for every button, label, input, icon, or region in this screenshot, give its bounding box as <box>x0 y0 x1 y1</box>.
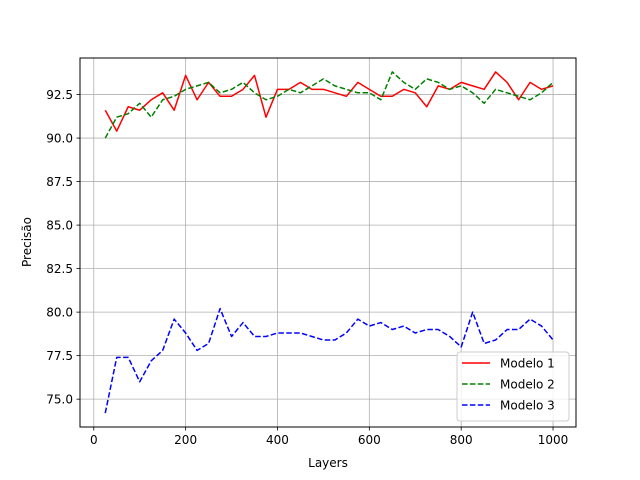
x-tick-label: 800 <box>450 433 473 447</box>
x-tick-label: 400 <box>266 433 289 447</box>
y-tick-label: 80.0 <box>46 305 73 319</box>
legend: Modelo 1 Modelo 2 Modelo 3 <box>456 351 570 422</box>
y-tick-label: 87.5 <box>46 175 73 189</box>
y-tick-label: 90.0 <box>46 131 73 145</box>
plot-area-frame <box>79 57 577 428</box>
x-tick-label: 600 <box>358 433 381 447</box>
y-tick-label: 77.5 <box>46 349 73 363</box>
y-tick-label: 82.5 <box>46 262 73 276</box>
y-axis-label: Precisão <box>20 217 34 267</box>
x-axis-label: Layers <box>308 456 348 470</box>
series-line-2 <box>104 71 554 139</box>
legend-label-2: Modelo 2 <box>500 377 555 391</box>
legend-label-3: Modelo 3 <box>500 398 555 412</box>
y-tick-label: 85.0 <box>46 218 73 232</box>
series-line-3 <box>104 307 554 414</box>
grid <box>80 58 576 427</box>
y-tick-label: 75.0 <box>46 392 73 406</box>
legend-label-1: Modelo 1 <box>500 356 555 370</box>
x-tick-label: 1000 <box>538 433 569 447</box>
x-tick-label: 200 <box>174 433 197 447</box>
legend-box <box>456 351 570 422</box>
x-tick-label: 0 <box>90 433 98 447</box>
y-tick-label: 92.5 <box>46 88 73 102</box>
axis-ticks: 0 200 400 600 800 1000 75.0 77.5 80.0 82.5 85.0 87.… <box>46 88 568 447</box>
series-line-1 <box>104 71 554 132</box>
series-lines <box>104 71 554 414</box>
